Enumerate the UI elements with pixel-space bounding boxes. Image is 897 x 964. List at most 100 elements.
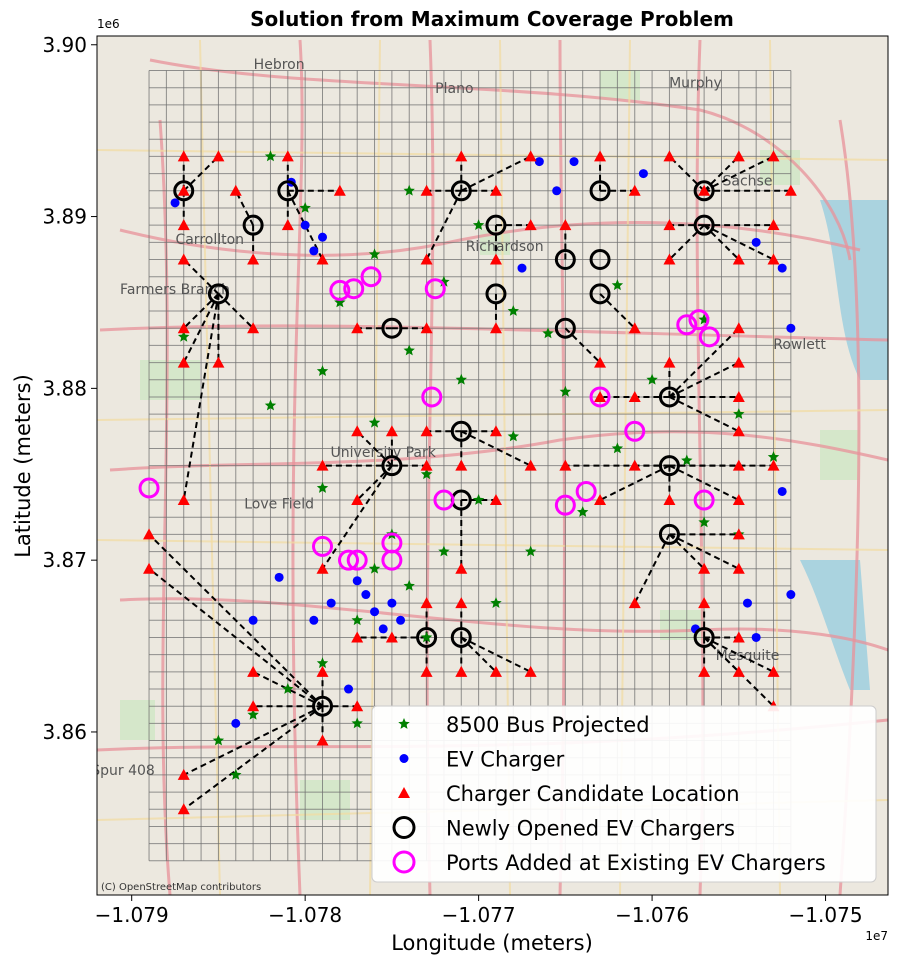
candidate-point xyxy=(385,631,398,643)
ev-charger-point xyxy=(170,198,180,208)
port-added-point xyxy=(343,278,365,300)
place-label: Rowlett xyxy=(773,337,826,353)
candidate-point xyxy=(732,528,745,540)
new-charger-point xyxy=(450,420,472,442)
candidate-point xyxy=(455,597,468,609)
bus-point xyxy=(611,442,624,454)
bus-point xyxy=(455,373,467,385)
park-area xyxy=(660,610,705,640)
assignment-line xyxy=(599,293,636,329)
bus-point xyxy=(316,365,329,376)
ev-charger-point xyxy=(786,590,796,600)
ev-charger-point xyxy=(370,607,380,617)
candidate-point xyxy=(732,150,745,162)
ev-charger-point xyxy=(361,590,371,600)
ev-charger-point xyxy=(387,598,397,608)
candidate-point xyxy=(177,184,190,196)
candidate-point xyxy=(420,425,433,437)
candidate-point xyxy=(420,184,433,196)
place-label: Sachse xyxy=(723,174,773,190)
candidate-point xyxy=(767,150,780,162)
candidate-point xyxy=(628,597,641,609)
candidate-point xyxy=(281,150,294,162)
candidate-point xyxy=(420,665,433,677)
ev-charger-point xyxy=(309,615,319,625)
candidate-point xyxy=(316,665,329,677)
y-offset-label: 1e6 xyxy=(97,17,120,31)
port-added-point xyxy=(421,386,443,408)
candidate-point xyxy=(628,459,641,471)
port-added-point xyxy=(688,309,710,331)
bus-point xyxy=(681,454,693,466)
bus-point xyxy=(577,506,589,517)
bus-point xyxy=(403,344,415,356)
new-charger-point xyxy=(589,180,611,202)
highway-road xyxy=(291,39,304,895)
bus-point xyxy=(368,562,381,574)
port-added-point xyxy=(138,477,160,499)
new-charger-point xyxy=(589,283,611,305)
bus-point xyxy=(316,482,329,493)
assignment-line xyxy=(183,705,324,811)
assignment-line xyxy=(668,533,740,570)
bus-point xyxy=(438,545,450,557)
candidate-point xyxy=(177,150,190,162)
ev-charger-point xyxy=(569,157,579,167)
legend-port-added-label: Ports Added at Existing EV Chargers xyxy=(446,851,826,875)
candidate-point xyxy=(420,253,433,265)
candidate-point xyxy=(489,184,502,196)
place-label: Farmers Branch xyxy=(120,282,230,298)
candidate-point xyxy=(385,425,398,437)
candidate-point xyxy=(698,562,711,574)
candidate-point xyxy=(420,322,433,334)
new-charger-point xyxy=(658,455,680,477)
basemap-features xyxy=(97,39,888,895)
park-area xyxy=(760,150,800,185)
place-label: University Park xyxy=(331,445,437,461)
new-charger-point xyxy=(381,455,403,477)
place-label: Richardson xyxy=(466,239,544,255)
legend-port-added-marker xyxy=(392,850,416,874)
candidate-point xyxy=(420,597,433,609)
bus-point xyxy=(334,296,346,308)
candidate-point xyxy=(489,253,502,265)
candidate-point xyxy=(489,494,502,506)
candidate-point xyxy=(489,665,502,677)
new-charger-point xyxy=(242,214,264,236)
assignment-line xyxy=(183,705,323,776)
candidate-point xyxy=(489,425,502,437)
candidate-point xyxy=(767,253,780,265)
port-added-point xyxy=(624,420,646,442)
ev-charger-point xyxy=(786,323,796,333)
assignment-line xyxy=(633,533,671,604)
candidate-point xyxy=(594,494,607,506)
legend-bus-label: 8500 Bus Projected xyxy=(446,713,650,737)
bus-point xyxy=(559,385,572,397)
ev-charger-point xyxy=(300,220,310,230)
candidate-point xyxy=(767,219,780,231)
assignment-line xyxy=(668,361,740,398)
candidate-point xyxy=(177,356,190,368)
ev-charger-point xyxy=(352,576,362,586)
ev-charger-point xyxy=(534,157,544,167)
new-charger-point xyxy=(658,523,680,545)
bus-point xyxy=(368,248,381,260)
assignment-line xyxy=(703,155,774,192)
candidate-point xyxy=(663,253,676,265)
assignment-line xyxy=(668,464,740,501)
bus-point xyxy=(542,327,554,339)
port-added-point xyxy=(312,535,334,557)
candidate-point xyxy=(524,150,537,162)
bus-point xyxy=(507,305,519,316)
candidate-point xyxy=(177,322,190,334)
assignment-line xyxy=(668,327,740,398)
place-label: Plano xyxy=(435,81,473,97)
port-added-point xyxy=(338,549,360,571)
port-added-point xyxy=(554,494,576,516)
bus-point xyxy=(420,468,433,480)
new-charger-point xyxy=(416,626,438,648)
candidate-point xyxy=(351,425,364,437)
legend-bus-marker xyxy=(398,718,410,729)
x-tick-label: −1.076 xyxy=(615,903,689,927)
new-charger-point xyxy=(693,180,715,202)
